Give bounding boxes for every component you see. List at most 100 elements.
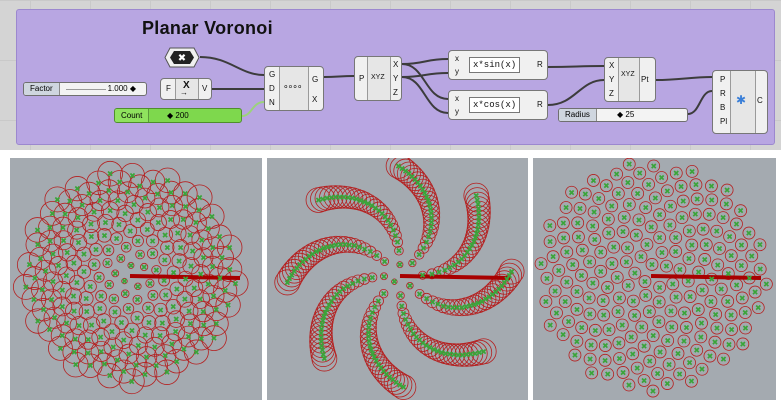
voronoi-cell (276, 265, 303, 292)
point-marker: ✖ (144, 208, 151, 217)
point-marker: ✖ (369, 309, 376, 318)
voronoi-cell (216, 234, 243, 261)
construct-point-component[interactable]: X Y Z XYZ Pt (604, 57, 656, 102)
factor-slider[interactable]: Factor 1.000 ◆ (23, 82, 147, 96)
point-marker: ✖ (372, 303, 379, 312)
series-input-D[interactable]: D (269, 84, 275, 93)
voronoi-cell (552, 263, 566, 277)
cos-input-y[interactable]: y (455, 107, 459, 116)
voronoi-cell (21, 287, 47, 312)
voronoi-cell (751, 301, 765, 315)
params-component[interactable]: ✖ (164, 47, 200, 68)
sin-input-x[interactable]: x (455, 54, 459, 63)
voronoi-cell (78, 291, 94, 306)
point-marker: ✖ (342, 241, 349, 250)
point-marker: ✖ (151, 343, 158, 352)
point-marker: ✖ (504, 275, 511, 284)
construct-input-X[interactable]: X (609, 61, 615, 70)
point-marker: ✖ (654, 369, 661, 378)
point-marker: ✖ (397, 292, 404, 301)
series-input-N[interactable]: N (269, 98, 275, 107)
cos-input-x[interactable]: x (455, 94, 459, 103)
sin-expression-component[interactable]: x y x*sin(x) R (448, 50, 548, 80)
cos-output-R[interactable]: R (537, 100, 543, 109)
series-output-X[interactable]: X (312, 95, 318, 104)
voronoi-cell (645, 258, 659, 271)
voronoi-cell (646, 329, 660, 343)
series-output-G[interactable]: G (312, 75, 319, 84)
point-marker: ✖ (306, 252, 313, 261)
sin-input-y[interactable]: y (455, 67, 459, 76)
voronoi-cell (207, 224, 232, 249)
sin-output-R[interactable]: R (537, 60, 543, 69)
point-marker: ✖ (650, 162, 657, 171)
voronoi-output-C[interactable]: C (757, 96, 763, 105)
construct-output-Pt[interactable]: Pt (641, 75, 649, 84)
point-marker: ✖ (420, 339, 427, 348)
deconstruct-output-X[interactable]: X (393, 60, 399, 69)
deconstruct-point-component[interactable]: P XYZ X Y Z (354, 56, 402, 101)
point-marker: ✖ (120, 336, 127, 345)
voronoi-input-R[interactable]: R (720, 89, 726, 98)
viewport-2[interactable]: ✖ ✖ ✖ ✖ ✖ ✖ ✖ ✖ ✖ ✖ ✖ ✖ ✖ ✖ ✖ ✖ ✖ ✖ ✖ ✖ ✖ ✖ ✖ ✖ ✖ ✖ ✖ ✖ ✖ ✖ ✖ ✖ ✖ ✖ ✖ ✖ ✖ ✖ ✖ ✖… (267, 158, 528, 400)
voronoi-cell (136, 326, 154, 344)
count-slider[interactable]: Count ◆ 200 (114, 108, 242, 123)
point-marker: ✖ (440, 302, 447, 311)
expression-input-F[interactable]: F (166, 84, 171, 93)
point-marker: ✖ (400, 383, 407, 392)
radius-slider-value: ◆ 25 (617, 110, 635, 119)
voronoi-cell (65, 301, 84, 320)
point-marker: ✖ (677, 266, 684, 275)
voronoi-cell (621, 241, 634, 255)
point-marker: ✖ (197, 270, 204, 279)
deconstruct-output-Z[interactable]: Z (393, 88, 398, 97)
point-marker: ✖ (495, 285, 502, 294)
voronoi-input-B[interactable]: B (720, 103, 726, 112)
voronoi-cell (616, 366, 630, 379)
voronoi-cell (111, 269, 120, 278)
point-marker: ✖ (652, 194, 659, 203)
voronoi-cell (646, 384, 660, 398)
point-marker: ✖ (449, 303, 456, 312)
group-title: Planar Voronoi (142, 18, 273, 38)
point-marker: ✖ (328, 298, 335, 307)
voronoi-cell (62, 351, 89, 378)
voronoi-cell (204, 311, 229, 336)
point-marker: ✖ (60, 236, 67, 245)
voronoi-cell (664, 304, 678, 318)
voronoi-cell (169, 281, 185, 297)
voronoi-cell (467, 205, 491, 229)
deconstruct-output-Y[interactable]: Y (393, 74, 399, 83)
point-marker: ✖ (642, 291, 649, 300)
deconstruct-input-P[interactable]: P (359, 74, 365, 83)
point-marker: ✖ (738, 241, 745, 250)
voronoi-input-Pl[interactable]: Pl (720, 117, 728, 126)
voronoi-component[interactable]: P R B Pl ✱ C (712, 70, 768, 134)
expression-component[interactable]: F X → V (160, 78, 212, 100)
voronoi-cell (543, 235, 557, 249)
viewport-1[interactable]: ✖ ✖ ✖ ✖ ✖ ✖ ✖ ✖ ✖ ✖ ✖ ✖ ✖ ✖ ✖ ✖ ✖ ✖ ✖ ✖ ✖ ✖ ✖ ✖ ✖ ✖ ✖ ✖ ✖ ✖ ✖ ✖ ✖ ✖ ✖ ✖ ✖ ✖ ✖ ✖… (10, 158, 262, 400)
construct-input-Z[interactable]: Z (609, 89, 614, 98)
series-input-G[interactable]: G (269, 70, 276, 79)
point-marker: ✖ (59, 286, 66, 295)
voronoi-cell (702, 207, 716, 221)
voronoi-cell (369, 201, 388, 220)
point-marker: ✖ (402, 167, 409, 176)
point-marker: ✖ (170, 303, 177, 312)
radius-slider[interactable]: Radius ◆ 25 (558, 108, 688, 122)
expression-output-V[interactable]: V (202, 84, 208, 93)
voronoi-input-P[interactable]: P (720, 75, 726, 84)
point-marker: ✖ (659, 249, 666, 258)
voronoi-cell (624, 330, 638, 344)
voronoi-cell (96, 313, 112, 329)
voronoi-cell (453, 250, 471, 268)
series-component[interactable]: G D N ∘∘∘∘ G X (264, 66, 324, 111)
point-marker: ✖ (344, 282, 351, 291)
cos-expression-component[interactable]: x y x*cos(x) R (448, 90, 548, 120)
voronoi-cell (391, 278, 398, 285)
viewport-3[interactable]: ✖ ✖ ✖ ✖ ✖ ✖ ✖ ✖ ✖ ✖ ✖ ✖ ✖ ✖ ✖ ✖ ✖ ✖ ✖ ✖ ✖ ✖ ✖ ✖ ✖ ✖ ✖ ✖ ✖ ✖ ✖ ✖ ✖ ✖ ✖ ✖ ✖ ✖ ✖ ✖… (533, 158, 776, 400)
point-marker: ✖ (471, 301, 478, 310)
voronoi-cell (660, 259, 673, 273)
voronoi-cell (652, 295, 666, 309)
construct-input-Y[interactable]: Y (609, 75, 615, 84)
